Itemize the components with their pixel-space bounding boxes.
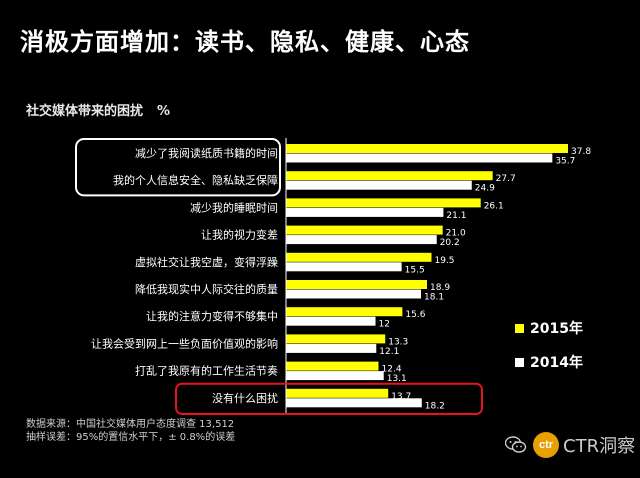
highlight-box-white xyxy=(75,138,281,197)
data-label: 13.3 xyxy=(388,337,408,347)
data-label: 15.5 xyxy=(405,265,425,275)
legend-item-2014: 2014年 xyxy=(515,352,583,372)
footnote-source: 数据来源：中国社交媒体用户态度调查 13,512 xyxy=(26,419,235,430)
footnote-error: 抽样误差：95%的置信水平下，± 0.8%的误差 xyxy=(26,432,236,443)
data-label: 26.1 xyxy=(484,201,504,211)
data-label: 18.2 xyxy=(425,401,445,411)
data-label: 21.1 xyxy=(446,211,466,221)
category-label: 让我会受到网上一些负面价值观的影响 xyxy=(91,336,278,350)
wechat-icon xyxy=(505,436,527,453)
category-label: 减少我的睡眠时间 xyxy=(190,200,278,214)
category-label: 让我的视力变差 xyxy=(201,228,278,242)
data-label: 12.1 xyxy=(379,347,399,357)
category-label: 打乱了我原有的工作生活节奏 xyxy=(135,364,278,378)
watermark: ctr CTR洞察 xyxy=(505,432,635,458)
bar-2014 xyxy=(286,235,437,245)
chart-title-text: 社交媒体带来的困扰 xyxy=(26,104,144,119)
data-label: 27.7 xyxy=(496,174,516,184)
data-label: 35.7 xyxy=(555,157,575,167)
category-label: 让我的注意力变得不够集中 xyxy=(146,309,278,323)
footnote: 数据来源：中国社交媒体用户态度调查 13,512 抽样误差：95%的置信水平下，… xyxy=(26,418,235,444)
data-label: 18.9 xyxy=(430,283,450,293)
category-label: 减少了我阅读纸质书籍的时间 xyxy=(135,146,278,160)
highlight-box-red xyxy=(175,382,483,415)
bar-2015 xyxy=(286,225,443,235)
bar-2015 xyxy=(286,252,432,262)
bar-2015 xyxy=(286,171,493,181)
bar-2015 xyxy=(286,388,389,398)
bar-2014 xyxy=(286,262,402,272)
legend-swatch-2015 xyxy=(515,323,524,333)
bar-2015 xyxy=(286,198,481,208)
page-title: 消极方面增加：读书、隐私、健康、心态 xyxy=(20,28,470,56)
bar-2014 xyxy=(286,398,422,408)
bar-2014 xyxy=(286,180,472,190)
legend-swatch-2014 xyxy=(515,357,524,367)
bar-2014 xyxy=(286,207,444,217)
data-label: 37.8 xyxy=(571,147,591,157)
bar-2014 xyxy=(286,289,422,299)
bar-2014 xyxy=(286,316,376,326)
category-label: 虚拟社交让我空虚，变得浮躁 xyxy=(135,255,278,269)
legend-item-2015: 2015年 xyxy=(515,318,583,338)
data-label: 20.2 xyxy=(440,238,460,248)
data-label: 19.5 xyxy=(434,256,454,266)
bar-2014 xyxy=(286,153,553,163)
legend-label-2015: 2015年 xyxy=(530,321,583,337)
bar-2015 xyxy=(286,144,568,153)
chart-unit: % xyxy=(157,104,171,119)
data-label: 15.6 xyxy=(405,310,425,320)
ctr-logo: ctr xyxy=(533,432,559,458)
bar-2014 xyxy=(286,371,384,381)
data-label: 12 xyxy=(379,320,390,330)
bar-2015 xyxy=(286,361,379,371)
data-label: 13.7 xyxy=(391,392,411,402)
bar-2015 xyxy=(286,307,403,317)
bar-2014 xyxy=(286,343,377,353)
watermark-text: CTR洞察 xyxy=(563,436,636,457)
category-label: 没有什么困扰 xyxy=(212,391,278,405)
legend-label-2014: 2014年 xyxy=(530,355,583,371)
chart-legend: 2015年 2014年 xyxy=(515,318,583,386)
data-label: 18.1 xyxy=(424,293,444,303)
chart-title: 社交媒体带来的困扰% xyxy=(26,100,170,119)
bar-2015 xyxy=(286,280,427,289)
category-label: 降低我现实中人际交往的质量 xyxy=(135,282,278,296)
data-label: 21.0 xyxy=(446,229,466,239)
data-label: 24.9 xyxy=(475,184,495,194)
category-label: 我的个人信息安全、隐私缺乏保障 xyxy=(113,173,278,187)
bar-2015 xyxy=(286,334,386,344)
data-label: 12.4 xyxy=(382,365,402,375)
data-label: 13.1 xyxy=(387,374,407,384)
